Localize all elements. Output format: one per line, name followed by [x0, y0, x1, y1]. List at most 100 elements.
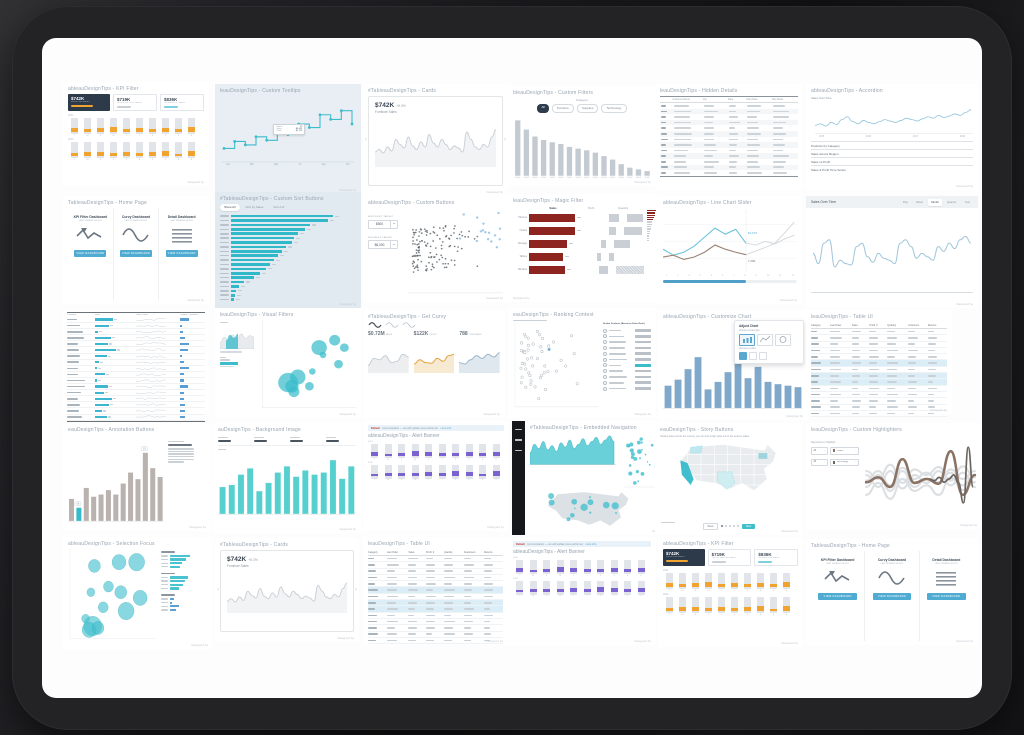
card-prev-arrow[interactable]: ‹ [217, 587, 219, 593]
focus-bar-row[interactable] [161, 576, 208, 580]
filter-pill[interactable]: Furniture [551, 104, 574, 113]
wave-toggle-icon[interactable] [402, 322, 416, 328]
thumbnail-accordion[interactable]: ableauDesignTips - Accordion Sales Over T… [806, 84, 978, 190]
view-dashboard-button[interactable]: VIEW DASHBOARD [818, 593, 858, 600]
column-header[interactable]: Customers [463, 550, 476, 554]
banner-link[interactable]: more info [585, 542, 597, 546]
thumbnail-custom_highlighters[interactable]: leauDesignTips - Custom Highlighters Alig… [806, 423, 982, 529]
pagination-dot[interactable] [729, 525, 731, 528]
thumbnail-annotation_buttons[interactable]: eauDesignTips - Annotation Buttons 08 19 De… [63, 423, 211, 531]
sort-toggle[interactable]: Sort A-Z [273, 205, 285, 209]
ranking-row[interactable] [67, 366, 205, 372]
thumbnail-ranking_table[interactable]: Category Sales Sales Trend Unique Customers [63, 310, 209, 422]
metric-card[interactable]: $742K +8.3% Furniture Sales ‹ › [217, 550, 357, 632]
thumbnail-background_image[interactable]: auDesignTips - Background Image Designed … [213, 423, 361, 533]
table-row[interactable] [811, 405, 947, 411]
thumbnail-custom_buttons[interactable]: ableauDesignTips - Custom Buttons MIN PRO… [363, 196, 508, 302]
similar-product-row[interactable]: Designed by [603, 351, 651, 357]
similar-product-row[interactable]: Designed by [603, 345, 651, 351]
similar-product-row[interactable]: Designed by [603, 380, 651, 386]
table-row[interactable] [368, 587, 503, 594]
kpi-card[interactable]: $836K TECHNOLOGY SALES [160, 94, 204, 111]
table-row[interactable] [811, 335, 947, 342]
thumbnail-visual_filters[interactable]: leauDesignTips - Visual Filters Designed … [215, 308, 361, 418]
column-header[interactable]: Profit ▼ [869, 323, 879, 327]
ranking-row[interactable] [67, 335, 205, 342]
stepper-control[interactable]: $500 ▴▾ [368, 219, 398, 229]
ranking-row[interactable] [67, 360, 205, 366]
thumbnail-cards[interactable]: #TableauDesignTips - Cards $742K +8.3% Furn… [363, 84, 508, 196]
alert-banner[interactable]: Default communication — we will update on… [513, 541, 651, 547]
column-header[interactable]: Returns [484, 550, 493, 554]
selected-filter-bar[interactable] [220, 362, 238, 365]
similar-product-row[interactable]: Designed by [603, 333, 651, 339]
similar-product-row[interactable]: Designed by [603, 368, 651, 374]
focus-bar-row[interactable] [161, 605, 208, 609]
column-header[interactable]: Sales [408, 550, 415, 554]
focus-bar-row[interactable] [161, 583, 208, 587]
sort-toggle[interactable]: Sort by Sales [245, 205, 264, 209]
metric-card[interactable]: $742K +8.3% Furniture Sales ‹ › [365, 96, 506, 186]
view-dashboard-button[interactable]: VIEW DASHBOARD [872, 593, 912, 600]
filter-pill[interactable]: Technology [601, 104, 627, 113]
similar-product-row[interactable]: Designed by [603, 357, 651, 363]
ranking-row[interactable] [67, 372, 205, 378]
color-swatch[interactable] [739, 351, 747, 360]
focus-bar-row[interactable] [161, 561, 208, 565]
table-row[interactable] [811, 360, 947, 367]
color-swatch[interactable] [759, 351, 767, 360]
nav-item[interactable] [515, 439, 522, 441]
column-header[interactable]: Quantity [887, 323, 897, 327]
table-row[interactable] [660, 114, 798, 120]
thumbnail-table_ui[interactable]: leauDesignTips - Table UI Category Last Or… [363, 537, 508, 645]
tab-month[interactable]: Month [928, 198, 942, 206]
line-chart-type-button[interactable] [757, 333, 773, 346]
tab-day[interactable]: Day [902, 200, 908, 204]
accordion-item[interactable]: Sales & Profit Time Series [811, 165, 973, 173]
home-card[interactable]: Curvy Dashboard LAST UPDATED 08.2021 VIEW … [114, 208, 160, 300]
wave-toggle-icon[interactable] [385, 322, 399, 328]
column-header-sales-sorted[interactable]: Sales [549, 206, 557, 210]
home-card[interactable]: Curvy Dashboard LAST UPDATED 08.2021 VIEW … [865, 551, 920, 641]
time-slider[interactable] [663, 280, 797, 283]
wave-toggle-icon[interactable] [368, 322, 382, 328]
card-next-arrow[interactable]: › [355, 587, 357, 593]
table-row[interactable] [368, 638, 503, 645]
kpi-card[interactable]: $742K FURNITURE SALES [663, 549, 705, 566]
thumbnail-selection_focus[interactable]: ableauDesignTips - Selection Focus Design… [63, 537, 213, 649]
accordion-item[interactable]: Sales vs Profit [811, 157, 973, 165]
column-header[interactable]: Profit [587, 206, 595, 210]
table-row[interactable] [368, 613, 503, 619]
accordion-item[interactable]: Sales across Region [811, 149, 973, 157]
thumbnail-get_curvy[interactable]: #TableauDesignTips - Get Curvy $0.72M SALE… [363, 310, 505, 418]
ranking-row[interactable] [67, 402, 205, 409]
table-row[interactable] [368, 575, 503, 582]
annotation-marker-label[interactable]: 19 [143, 447, 146, 451]
pagination-dot[interactable] [721, 525, 723, 528]
column-header[interactable]: Last Order [386, 550, 399, 554]
table-row[interactable] [660, 125, 798, 131]
ranking-row[interactable] [67, 341, 205, 348]
view-dashboard-button[interactable]: VIEW DASHBOARD [120, 250, 152, 257]
ranking-row[interactable] [67, 384, 205, 391]
table-row[interactable] [660, 142, 798, 148]
table-row[interactable] [811, 398, 947, 405]
thumbnail-line_slider[interactable]: ableauDesignTips - Line Chart Slider $4,6… [658, 196, 802, 304]
column-header[interactable]: Last Order [830, 323, 842, 327]
table-row[interactable] [811, 367, 947, 374]
similar-product-row[interactable]: Designed by [603, 374, 651, 380]
column-header[interactable]: Customers [907, 323, 920, 327]
filter-select[interactable]: All ⌄ [811, 447, 828, 455]
pagination-dot[interactable] [737, 525, 739, 528]
column-header[interactable]: Quantity [443, 550, 453, 554]
filter-select[interactable]: All ⌄ [811, 458, 828, 466]
tab-year[interactable]: Year [964, 200, 970, 204]
stepper-control[interactable]: $6,000 ▴▾ [368, 240, 398, 249]
thumbnail-hidden_details[interactable]: leauDesignTips - Hidden Details Customer … [655, 84, 803, 190]
color-swatch[interactable] [749, 351, 757, 360]
similar-product-row[interactable]: Designed by [603, 328, 651, 334]
thumbnail-story_buttons[interactable]: eauDesignTips - Story Buttons Viewing sal… [655, 423, 803, 535]
card-prev-arrow[interactable]: ‹ [365, 136, 367, 143]
table-row[interactable] [811, 392, 947, 399]
table-row[interactable] [660, 130, 798, 137]
